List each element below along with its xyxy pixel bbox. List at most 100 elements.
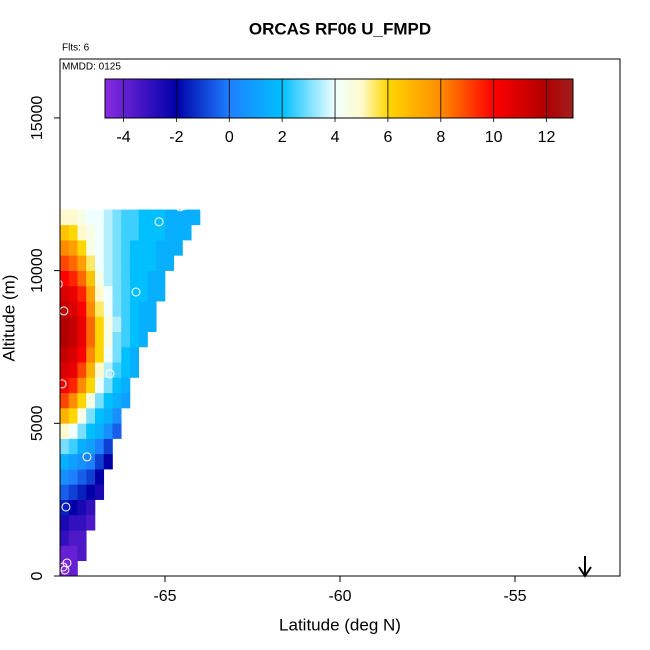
heat-cell bbox=[103, 316, 113, 332]
heat-cell bbox=[86, 362, 96, 378]
heat-cell bbox=[156, 270, 166, 287]
heat-cell bbox=[103, 240, 113, 256]
heat-cell bbox=[147, 255, 157, 271]
heat-cell bbox=[130, 316, 140, 332]
heat-cell bbox=[68, 346, 78, 363]
x-axis-label: Latitude (deg N) bbox=[279, 615, 401, 634]
heat-cell bbox=[77, 362, 87, 378]
heat-cell bbox=[60, 346, 70, 363]
heat-cell bbox=[138, 285, 148, 302]
heat-cell bbox=[130, 362, 140, 378]
colorbar-tick-label: 4 bbox=[331, 129, 340, 146]
subtitle: Flts: 6 bbox=[62, 43, 90, 54]
heat-cell bbox=[130, 224, 140, 241]
heat-cell bbox=[68, 392, 78, 409]
heat-cell bbox=[103, 408, 113, 424]
heat-cell bbox=[77, 469, 87, 485]
heat-cell bbox=[130, 255, 140, 271]
heat-cell bbox=[103, 301, 113, 317]
colorbar bbox=[104, 78, 574, 119]
heat-cell bbox=[130, 270, 140, 287]
heat-cell bbox=[138, 240, 148, 256]
heat-cell bbox=[138, 270, 148, 287]
y-tick-label: 15000 bbox=[29, 96, 46, 141]
flight-point bbox=[61, 502, 71, 512]
heat-cell bbox=[112, 362, 122, 378]
heat-cell bbox=[77, 438, 87, 455]
heat-cell bbox=[60, 408, 70, 424]
heat-cell bbox=[95, 362, 105, 378]
heat-cell bbox=[77, 331, 87, 348]
heat-cell bbox=[77, 240, 87, 256]
heat-cell bbox=[112, 316, 122, 332]
heat-cell bbox=[68, 408, 78, 424]
heat-cell bbox=[68, 285, 78, 302]
heat-cell bbox=[77, 453, 87, 470]
heat-cell bbox=[156, 285, 166, 302]
heat-cell bbox=[68, 438, 78, 455]
heat-cell bbox=[147, 209, 157, 226]
heat-cell bbox=[103, 392, 113, 409]
heat-cell bbox=[103, 377, 113, 394]
heat-cell bbox=[86, 346, 96, 363]
heat-cell bbox=[60, 453, 70, 470]
heat-cell bbox=[121, 392, 131, 409]
heat-cell bbox=[86, 499, 96, 516]
colorbar-tick-label: 6 bbox=[383, 129, 392, 146]
heat-cell bbox=[112, 270, 122, 287]
heat-cell bbox=[173, 209, 183, 226]
colorbar-tick-label: 10 bbox=[485, 129, 503, 146]
heat-cell bbox=[86, 240, 96, 256]
heat-cell bbox=[86, 377, 96, 394]
colorbar-tick-label: -2 bbox=[169, 129, 183, 146]
heat-cell bbox=[147, 301, 157, 317]
heat-cell bbox=[121, 316, 131, 332]
heat-cell bbox=[112, 331, 122, 348]
heat-cell bbox=[95, 316, 105, 332]
flight-point bbox=[201, 204, 211, 214]
heat-cell bbox=[95, 392, 105, 409]
heat-cell bbox=[60, 438, 70, 455]
flight-point bbox=[154, 217, 164, 227]
flight-point bbox=[60, 379, 67, 389]
y-tick-label: 5000 bbox=[29, 405, 46, 441]
arrow bbox=[578, 556, 592, 578]
heat-cell bbox=[130, 209, 140, 226]
heat-cell bbox=[112, 224, 122, 241]
colorbar-tick-label: 0 bbox=[225, 129, 234, 146]
heat-cell bbox=[86, 453, 96, 470]
heat-cell bbox=[95, 209, 105, 226]
flight-point bbox=[62, 558, 72, 568]
heatmap bbox=[60, 201, 211, 576]
heat-cell bbox=[60, 545, 70, 562]
heat-cell bbox=[121, 362, 131, 378]
colorbar-tick-label: -4 bbox=[116, 129, 130, 146]
heat-cell bbox=[60, 514, 70, 531]
heat-cell bbox=[130, 301, 140, 317]
heat-cell bbox=[112, 301, 122, 317]
heat-cell bbox=[103, 453, 113, 470]
heat-cell bbox=[86, 484, 96, 500]
heat-cell bbox=[147, 270, 157, 287]
y-axis-label: Altitude (m) bbox=[0, 275, 18, 362]
flight-point bbox=[82, 452, 92, 462]
heat-cell bbox=[86, 316, 96, 332]
heat-cell bbox=[130, 331, 140, 348]
flight-point bbox=[105, 369, 115, 379]
heat-cell bbox=[60, 530, 70, 546]
heat-cell bbox=[77, 209, 87, 226]
heat-cell bbox=[103, 331, 113, 348]
heat-cell bbox=[77, 514, 87, 531]
heat-cell bbox=[60, 362, 70, 378]
overlay: -4 -2 0 2 4 6 8 10 12 bbox=[104, 78, 574, 146]
heat-cell bbox=[95, 301, 105, 317]
x-tick-label: -55 bbox=[503, 588, 526, 605]
heat-cell bbox=[77, 377, 87, 394]
heat-cell bbox=[130, 346, 140, 363]
heat-cell bbox=[60, 484, 70, 500]
heat-cell bbox=[60, 270, 70, 287]
heat-cell bbox=[95, 377, 105, 394]
heat-cell bbox=[138, 224, 148, 241]
heat-cell bbox=[156, 240, 166, 256]
